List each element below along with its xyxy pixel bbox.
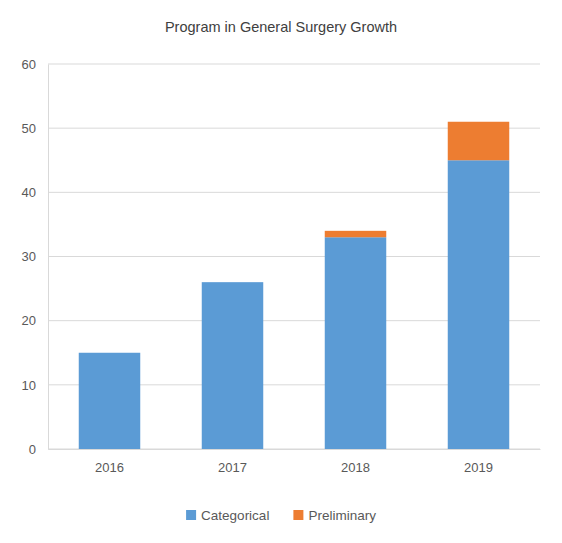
bar <box>325 231 387 237</box>
y-tick: 50 <box>22 121 48 136</box>
y-tick-label: 40 <box>22 185 36 200</box>
y-tick: 60 <box>22 57 48 72</box>
series <box>325 122 510 238</box>
bar <box>202 282 264 449</box>
y-tick: 30 <box>22 249 48 264</box>
plot: 0 10 20 30 40 50 60 2016 2017 2018 2019 <box>22 57 541 476</box>
bar <box>202 282 264 283</box>
title: Program in General Surgery Growth <box>165 19 397 35</box>
x-tick-label: 2018 <box>341 460 370 475</box>
y-tick-label: 20 <box>22 313 36 328</box>
legend-item: Preliminary <box>293 508 376 523</box>
x-tick: 2018 <box>341 449 370 475</box>
y-tick: 40 <box>22 185 48 200</box>
y-tick-label: 0 <box>29 442 36 457</box>
x-tick-label: 2019 <box>464 460 493 475</box>
bar <box>448 160 510 449</box>
background <box>0 0 562 543</box>
x-tick: 2016 <box>95 449 124 475</box>
bars <box>79 122 510 449</box>
chart: Program in General Surgery Growth 0 10 20 30… <box>0 0 562 543</box>
y-tick-label: 50 <box>22 121 36 136</box>
x-tick: 2019 <box>464 449 493 475</box>
y-tick: 20 <box>22 313 48 328</box>
series <box>79 160 510 449</box>
bar <box>79 352 141 353</box>
bar <box>448 122 510 161</box>
bar <box>79 353 141 449</box>
y-tick-label: 10 <box>22 377 36 392</box>
grid <box>48 64 540 449</box>
y-tick-label: 60 <box>22 57 36 72</box>
legend-swatch <box>293 510 303 520</box>
x-axis-line <box>49 449 541 450</box>
legend-swatch <box>186 510 196 520</box>
legend-label: Categorical <box>201 508 269 523</box>
legend-label: Preliminary <box>308 508 376 523</box>
x-tick: 2017 <box>218 449 247 475</box>
y-tick: 10 <box>22 377 48 392</box>
x-tick-label: 2016 <box>95 460 124 475</box>
y-axis: 0 10 20 30 40 50 60 <box>22 57 49 457</box>
legend: Categorical Preliminary <box>186 508 376 523</box>
x-tick-label: 2017 <box>218 460 247 475</box>
x-axis: 2016 2017 2018 2019 <box>49 449 541 475</box>
y-tick-label: 30 <box>22 249 36 264</box>
bar <box>325 237 387 449</box>
y-tick: 0 <box>29 442 48 457</box>
legend-item: Categorical <box>186 508 269 523</box>
grid-line <box>48 64 540 65</box>
y-axis-line <box>48 65 49 450</box>
